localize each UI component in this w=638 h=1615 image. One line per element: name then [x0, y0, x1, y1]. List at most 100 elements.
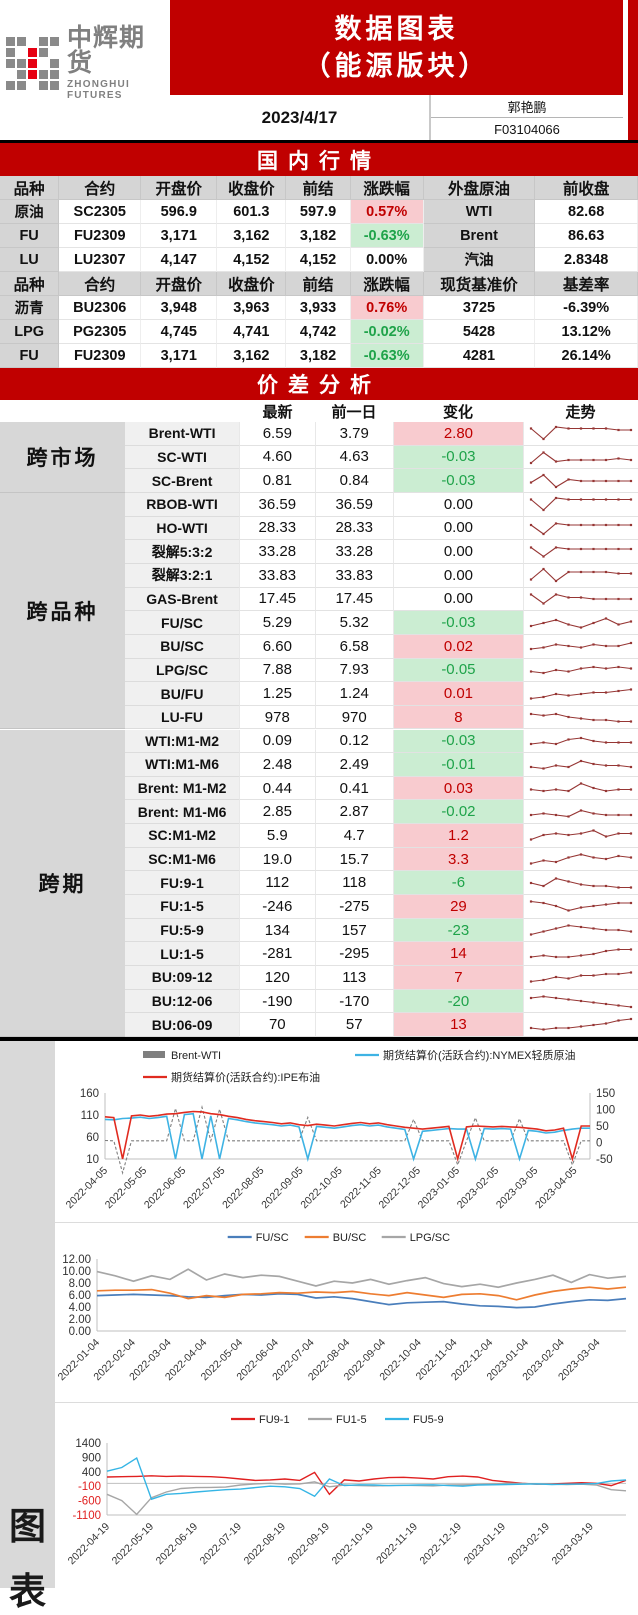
logo-english-name: ZHONGHUI FUTURES	[67, 78, 130, 101]
spread-previous-cell: 4.7	[314, 824, 393, 848]
spread-trend-sparkline	[522, 989, 638, 1014]
svg-text:2022-10-05: 2022-10-05	[298, 1165, 345, 1212]
svg-text:期货结算价(活跃合约):NYMEX轻质原油: 期货结算价(活跃合约):NYMEX轻质原油	[383, 1048, 576, 1062]
svg-text:1400: 1400	[75, 1438, 101, 1450]
spread-latest-cell: -246	[239, 895, 315, 919]
chart-ratio-fu-bu-lpg-sc: 12.00 10.00 8.00 6.00 4.00 2.00 0.00 2022-01-04…	[55, 1222, 638, 1402]
report-title: 数据图表 （能源版块）	[170, 0, 623, 95]
svg-text:-1100: -1100	[72, 1510, 101, 1522]
spread-change-cell: -0.01	[392, 753, 523, 777]
spread-latest-cell: -281	[239, 942, 315, 967]
spread-trend-sparkline	[522, 516, 638, 541]
spread-name-cell: GAS-Brent	[125, 587, 240, 612]
spread-change-cell: 2.80	[392, 422, 523, 446]
svg-text:0.00: 0.00	[69, 1326, 91, 1338]
svg-text:2.00: 2.00	[69, 1314, 91, 1326]
svg-text:2022-04-19: 2022-04-19	[66, 1521, 113, 1568]
spread-previous-cell: 0.41	[314, 776, 393, 801]
sparkline-chart	[529, 853, 633, 865]
header-divider	[0, 140, 638, 143]
report-title-line1: 数据图表	[334, 14, 459, 45]
sparkline-chart	[529, 877, 633, 889]
spread-table-row: LPG/SC 7.88 7.93 -0.05	[125, 658, 638, 683]
spread-change-cell: 0.00	[392, 516, 523, 541]
spread-change-cell: 0.00	[392, 587, 523, 612]
spread-table-row: FU:5-9 134 157 -23	[125, 918, 638, 943]
column-header: 前收盘	[535, 176, 638, 200]
svg-text:12.00: 12.00	[62, 1254, 91, 1266]
logo-gray-square	[39, 47, 48, 57]
spread-table-row: 裂解3:2:1 33.83 33.83 0.00	[125, 563, 638, 588]
spread-change-cell: -20	[392, 989, 523, 1014]
table-cell: SC2305	[59, 200, 142, 224]
spread-name-cell: Brent: M1-M2	[125, 776, 240, 801]
svg-text:FU/SC: FU/SC	[256, 1232, 289, 1244]
logo-gray-square	[6, 70, 15, 79]
svg-text:150: 150	[596, 1088, 615, 1100]
spread-previous-cell: 0.12	[314, 729, 393, 754]
spread-previous-cell: 17.45	[314, 587, 393, 612]
table-row: LU LU2307 4,147 4,152 4,152 0.00% 汽油 2.8348	[0, 248, 638, 272]
spread-latest-cell: 17.45	[239, 587, 315, 612]
spread-name-cell: Brent: M1-M6	[125, 800, 240, 825]
decorative-red-strip	[628, 0, 638, 140]
spread-analysis-table: 跨市场 Brent-WTI 6.59 3.79 2.80 SC-WTI 4.60 4.63 -0…	[0, 422, 638, 1037]
line-chart-canvas: 12.0010.008.006.004.002.000.002022-01-04…	[56, 1232, 627, 1383]
spread-latest-cell: -190	[239, 989, 315, 1014]
sparkline-chart	[529, 900, 633, 912]
svg-text:2023-02-19: 2023-02-19	[505, 1521, 552, 1568]
spread-change-cell: 3.3	[392, 847, 523, 872]
spread-trend-sparkline	[522, 705, 638, 730]
table-cell: WTI	[423, 200, 536, 224]
sparkline-chart	[529, 1017, 633, 1031]
logo-gray-square	[17, 80, 26, 90]
sparkline-chart	[529, 665, 633, 674]
spread-previous-cell: 157	[314, 918, 393, 943]
sparkline-chart	[529, 593, 633, 605]
spread-name-cell: 裂解3:2:1	[125, 563, 240, 588]
svg-text:2022-05-19: 2022-05-19	[110, 1521, 157, 1568]
svg-text:4.00: 4.00	[69, 1302, 91, 1314]
spread-latest-cell: 33.28	[239, 540, 315, 564]
spread-previous-cell: 0.84	[314, 469, 393, 493]
table-cell: 3,182	[286, 224, 351, 248]
spread-table-row: LU-FU 978 970 8	[125, 705, 638, 730]
logo-chinese-name: 中辉期货	[67, 23, 146, 77]
sparkline-chart	[529, 971, 633, 983]
spread-group-label: 跨期	[0, 729, 125, 1037]
column-header: 前结	[286, 176, 351, 200]
logo-gray-square	[28, 37, 37, 46]
table-cell: 13.12%	[535, 320, 638, 344]
svg-text:2023-03-19: 2023-03-19	[549, 1521, 596, 1568]
analyst-name: 郭艳鹏	[431, 95, 623, 118]
spread-previous-cell: 28.33	[314, 516, 393, 541]
svg-text:60: 60	[86, 1132, 99, 1144]
table-row: 沥青 BU2306 3,948 3,963 3,933 0.76% 3725 -6.39%	[0, 296, 638, 320]
domestic-table-header-row: 品种 合约 开盘价 收盘价 前结 涨跌幅 现货基准价 基差率	[0, 272, 638, 296]
spread-trend-sparkline	[522, 469, 638, 493]
line-chart-canvas: 1400 900 400 -100 -600 -11002022-04-192022-05…	[66, 1414, 627, 1568]
spread-latest-cell: 120	[239, 966, 315, 990]
table-cell: 5428	[423, 320, 536, 344]
spread-change-cell: -0.03	[392, 729, 523, 754]
spread-table-row: SC:M1-M2 5.9 4.7 1.2	[125, 824, 638, 848]
spread-name-cell: FU:9-1	[125, 871, 240, 896]
spread-previous-cell: 33.83	[314, 563, 393, 588]
spread-previous-cell: 113	[314, 966, 393, 990]
spread-previous-cell: 6.58	[314, 634, 393, 659]
spread-latest-cell: 0.81	[239, 469, 315, 493]
spread-table-row: LU:1-5 -281 -295 14	[125, 942, 638, 967]
spread-latest-cell: 2.48	[239, 753, 315, 777]
svg-text:110: 110	[81, 1110, 99, 1122]
spread-change-cell: 8	[392, 705, 523, 730]
report-title-line2: （能源版块）	[303, 50, 490, 81]
spread-latest-cell: 7.88	[239, 658, 315, 683]
company-logo: 中辉期货 ZHONGHUI FUTURES	[6, 23, 170, 101]
charts-label-char2: 表	[9, 1572, 46, 1613]
svg-text:BU/SC: BU/SC	[333, 1232, 367, 1244]
spread-table-row: SC-WTI 4.60 4.63 -0.03	[125, 445, 638, 470]
svg-text:6.00: 6.00	[69, 1290, 91, 1302]
sparkline-chart	[529, 616, 633, 629]
table-cell: 3,171	[141, 224, 218, 248]
spread-latest-cell: 36.59	[239, 492, 315, 517]
